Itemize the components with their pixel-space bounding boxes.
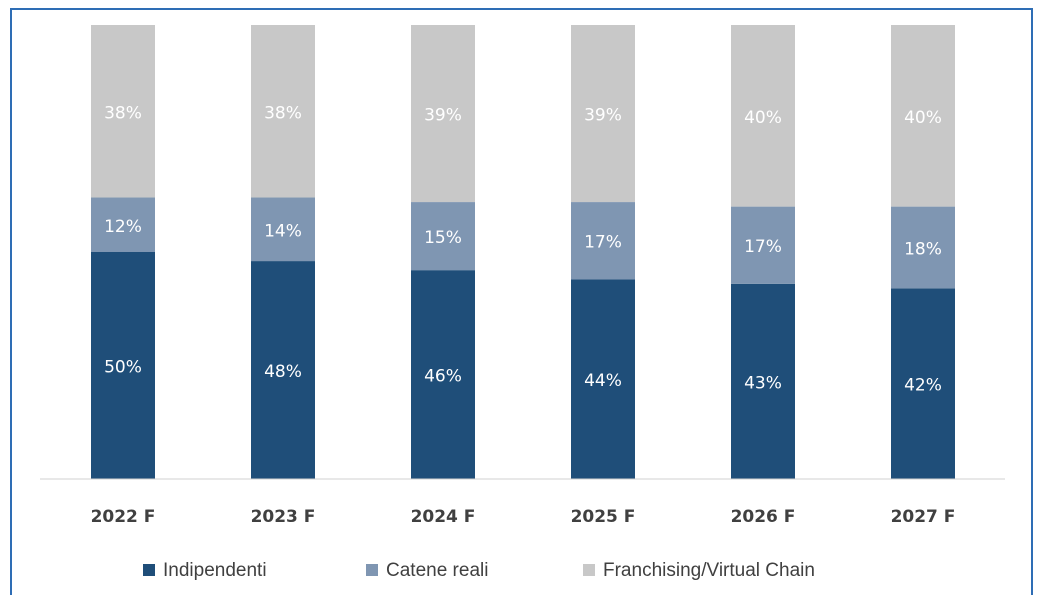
data-label: 18%	[904, 239, 942, 259]
legend-swatch	[143, 564, 155, 576]
bar-segment	[251, 261, 315, 479]
data-label: 14%	[264, 221, 302, 241]
bar-segment	[731, 25, 795, 207]
bar-segment	[571, 279, 635, 479]
data-label: 40%	[904, 108, 942, 128]
bar-segment	[251, 25, 315, 198]
bar-segment	[891, 25, 955, 207]
bar-segment	[91, 252, 155, 479]
bar-segment	[731, 283, 795, 479]
legend-label: Catene reali	[386, 560, 488, 581]
bar-segment	[571, 25, 635, 203]
bar-segment	[91, 197, 155, 252]
data-label: 17%	[584, 233, 622, 253]
data-label: 43%	[744, 373, 782, 393]
legend-label: Franchising/Virtual Chain	[603, 560, 815, 581]
bar-segment	[731, 206, 795, 284]
data-label: 17%	[744, 237, 782, 257]
frame	[10, 8, 1033, 595]
x-tick-label: 2026 F	[731, 507, 796, 527]
bar-segment	[571, 202, 635, 280]
data-label: 44%	[584, 371, 622, 391]
x-tick-label: 2023 F	[251, 507, 316, 527]
x-tick-label: 2024 F	[411, 507, 476, 527]
data-label: 15%	[424, 228, 462, 248]
bar-segment	[891, 206, 955, 289]
data-label: 40%	[744, 108, 782, 128]
bar-segment	[91, 25, 155, 198]
data-label: 48%	[264, 362, 302, 382]
data-label: 46%	[424, 367, 462, 387]
data-label: 38%	[104, 103, 142, 123]
data-label: 38%	[264, 103, 302, 123]
data-label: 39%	[424, 106, 462, 126]
x-tick-label: 2025 F	[571, 507, 636, 527]
legend-swatch	[366, 564, 378, 576]
data-label: 50%	[104, 358, 142, 378]
x-tick-label: 2027 F	[891, 507, 956, 527]
data-label: 39%	[584, 106, 622, 126]
bar-segment	[411, 25, 475, 203]
bar-segment	[411, 202, 475, 271]
legend-label: Indipendenti	[163, 560, 267, 581]
bar-segment	[891, 288, 955, 479]
legend-swatch	[583, 564, 595, 576]
bar-segment	[411, 270, 475, 479]
data-label: 12%	[104, 217, 142, 237]
data-label: 42%	[904, 376, 942, 396]
x-tick-label: 2022 F	[91, 507, 156, 527]
bar-segment	[251, 197, 315, 262]
